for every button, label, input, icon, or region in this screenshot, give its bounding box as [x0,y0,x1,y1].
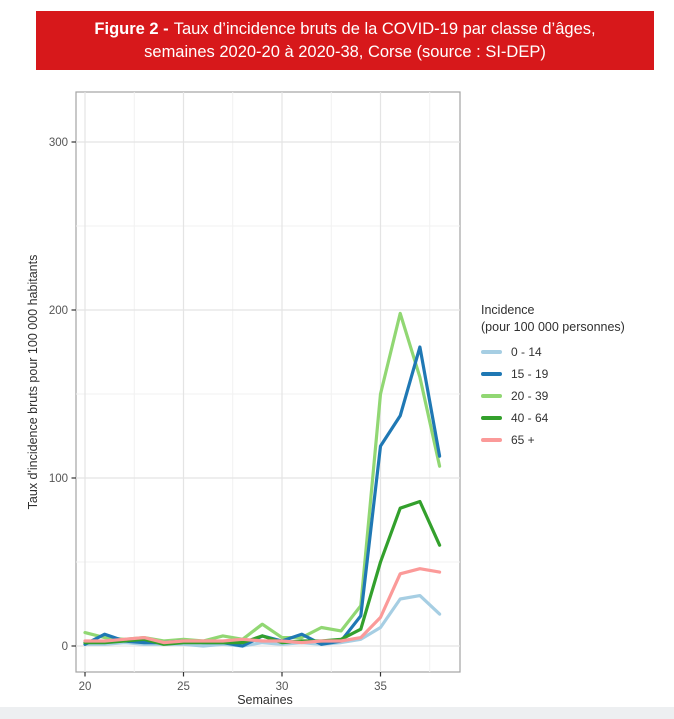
figure-title-line2: semaines 2020-20 à 2020-38, Corse (sourc… [144,42,546,61]
y-tick-label: 100 [49,473,68,485]
page-bottom-strip [0,707,674,719]
figure-title-text: Taux d’incidence bruts de la COVID-19 pa… [173,19,596,38]
series-line-65+ [83,567,442,645]
x-tick-label: 25 [177,681,190,693]
figure-title-line1: Figure 2 - Taux d’incidence bruts de la C… [94,18,595,41]
x-tick-label: 30 [276,681,289,693]
legend-item-15-19: 15 - 19 [481,363,625,385]
legend-title-line1: Incidence [481,303,535,317]
legend-key-line-icon [481,438,502,442]
legend-key-line-icon [481,350,502,354]
legend-item-20-39: 20 - 39 [481,385,625,407]
chart-legend: Incidence (pour 100 000 personnes) 0 - 1… [481,302,625,451]
legend-key-line-icon [481,416,502,420]
series-line-40-64 [83,499,442,646]
legend-items: 0 - 14 15 - 19 20 - 39 40 - 64 65 + [481,341,625,451]
figure-number-label: Figure 2 - [94,19,169,38]
y-tick-label: 0 [62,641,68,653]
legend-label: 40 - 64 [511,411,549,425]
legend-label: 15 - 19 [511,367,549,381]
legend-item-65plus: 65 + [481,429,625,451]
legend-key-line-icon [481,394,502,398]
y-tick-label: 200 [49,305,68,317]
x-tick-label: 20 [79,681,92,693]
plot-panel [75,91,461,673]
legend-item-0-14: 0 - 14 [481,341,625,363]
legend-label: 65 + [511,433,535,447]
legend-label: 0 - 14 [511,345,542,359]
legend-key-line-icon [481,372,502,376]
legend-item-40-64: 40 - 64 [481,407,625,429]
legend-label: 20 - 39 [511,389,549,403]
x-axis-title: Semaines [237,693,293,707]
y-tick-label: 300 [49,137,68,149]
legend-title-line2: (pour 100 000 personnes) [481,320,625,334]
x-tick-label: 35 [374,681,387,693]
y-axis-title: Taux d'incidence bruts pour 100 000 habi… [26,254,40,510]
figure-title-banner: Figure 2 - Taux d’incidence bruts de la C… [36,11,654,70]
